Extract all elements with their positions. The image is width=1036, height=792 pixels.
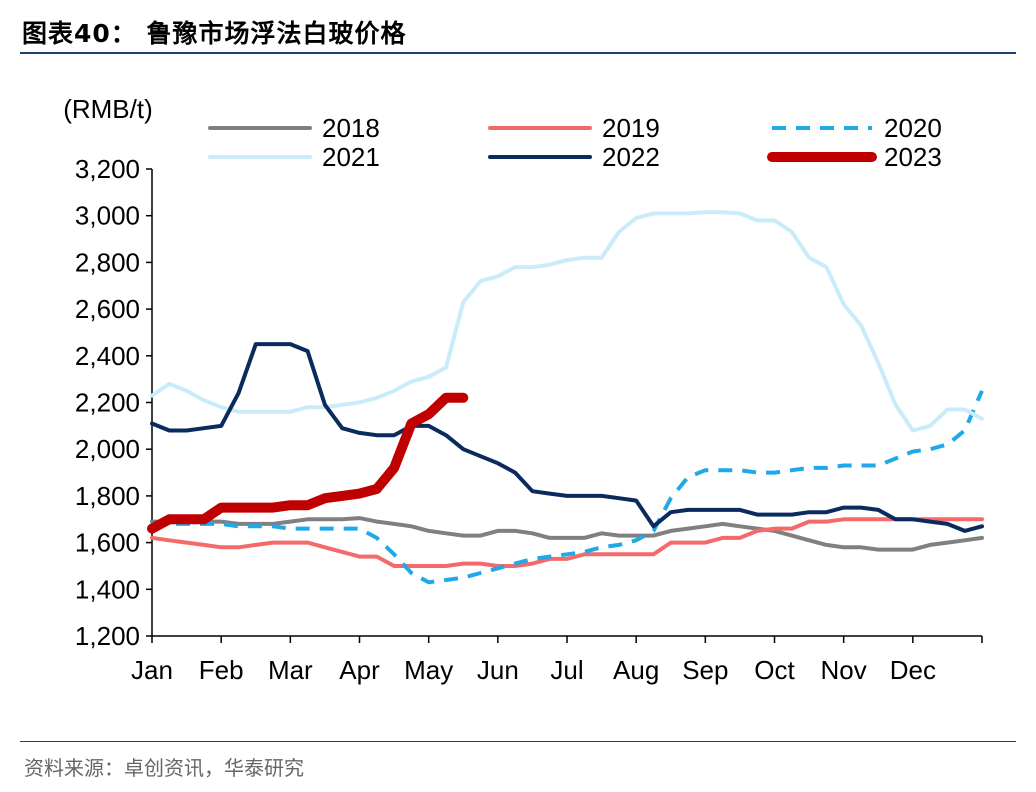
legend-item-2020: 2020 xyxy=(772,113,942,143)
y-axis: 1,200 1,400 1,600 1,800 2,000 2,200 2,400 2,600… xyxy=(75,154,153,651)
plot-area xyxy=(147,210,984,585)
figure-title: 图表40： 鲁豫市场浮法白玻价格 xyxy=(22,19,407,48)
x-tick-label-aug: Aug xyxy=(613,655,659,685)
legend-item-2018: 2018 xyxy=(208,113,380,143)
title-rule xyxy=(20,52,1016,54)
x-tick-label-jul: Jul xyxy=(550,655,583,685)
series-line-2018 xyxy=(150,516,984,552)
footer-rule xyxy=(20,741,1016,742)
x-tick-label-apr: Apr xyxy=(339,655,380,685)
source-note: 资料来源：卓创资讯，华泰研究 xyxy=(24,756,304,780)
legend-item-2019: 2019 xyxy=(488,113,660,143)
x-tick-label-jun: Jun xyxy=(477,655,519,685)
y-axis-label: (RMB/t) xyxy=(63,94,153,124)
x-tick-label-nov: Nov xyxy=(821,655,867,685)
x-tick-label-sep: Sep xyxy=(682,655,728,685)
legend-item-2021: 2021 xyxy=(208,142,380,172)
y-tick-label: 1,200 xyxy=(75,621,140,651)
y-tick-label: 1,600 xyxy=(75,528,140,558)
series-line-2021 xyxy=(150,210,984,433)
x-tick-label-jan: Jan xyxy=(131,655,173,685)
y-tick-label: 2,200 xyxy=(75,388,140,418)
x-tick-label-may: May xyxy=(404,655,453,685)
series-line-2023 xyxy=(147,392,469,534)
legend: 2018 2019 2020 2021 2022 2023 xyxy=(208,113,942,172)
y-tick-label: 2,400 xyxy=(75,341,140,371)
legend-label: 2018 xyxy=(322,113,380,143)
legend-label: 2023 xyxy=(884,142,942,172)
series-line-2019 xyxy=(150,517,984,568)
legend-label: 2020 xyxy=(884,113,942,143)
x-tick-label-oct: Oct xyxy=(754,655,795,685)
y-tick-label: 2,600 xyxy=(75,294,140,324)
y-tick-label: 1,400 xyxy=(75,574,140,604)
legend-label: 2019 xyxy=(602,113,660,143)
legend-item-2023: 2023 xyxy=(767,142,942,172)
legend-item-2022: 2022 xyxy=(488,142,660,172)
y-tick-label: 3,000 xyxy=(75,201,140,231)
x-tick-label-dec: Dec xyxy=(890,655,936,685)
y-tick-label: 2,800 xyxy=(75,247,140,277)
y-tick-label: 1,800 xyxy=(75,481,140,511)
x-tick-label-feb: Feb xyxy=(199,655,244,685)
series-line-2022 xyxy=(150,342,984,533)
y-tick-label: 3,200 xyxy=(75,154,140,184)
legend-label: 2021 xyxy=(322,142,380,172)
x-tick-label-mar: Mar xyxy=(268,655,313,685)
y-tick-label: 2,000 xyxy=(75,434,140,464)
legend-label: 2022 xyxy=(602,142,660,172)
x-axis: Jan Feb Mar Apr May Jun Jul Aug Sep Oct Nov Dec xyxy=(131,635,983,685)
series-line-2020 xyxy=(152,390,984,585)
